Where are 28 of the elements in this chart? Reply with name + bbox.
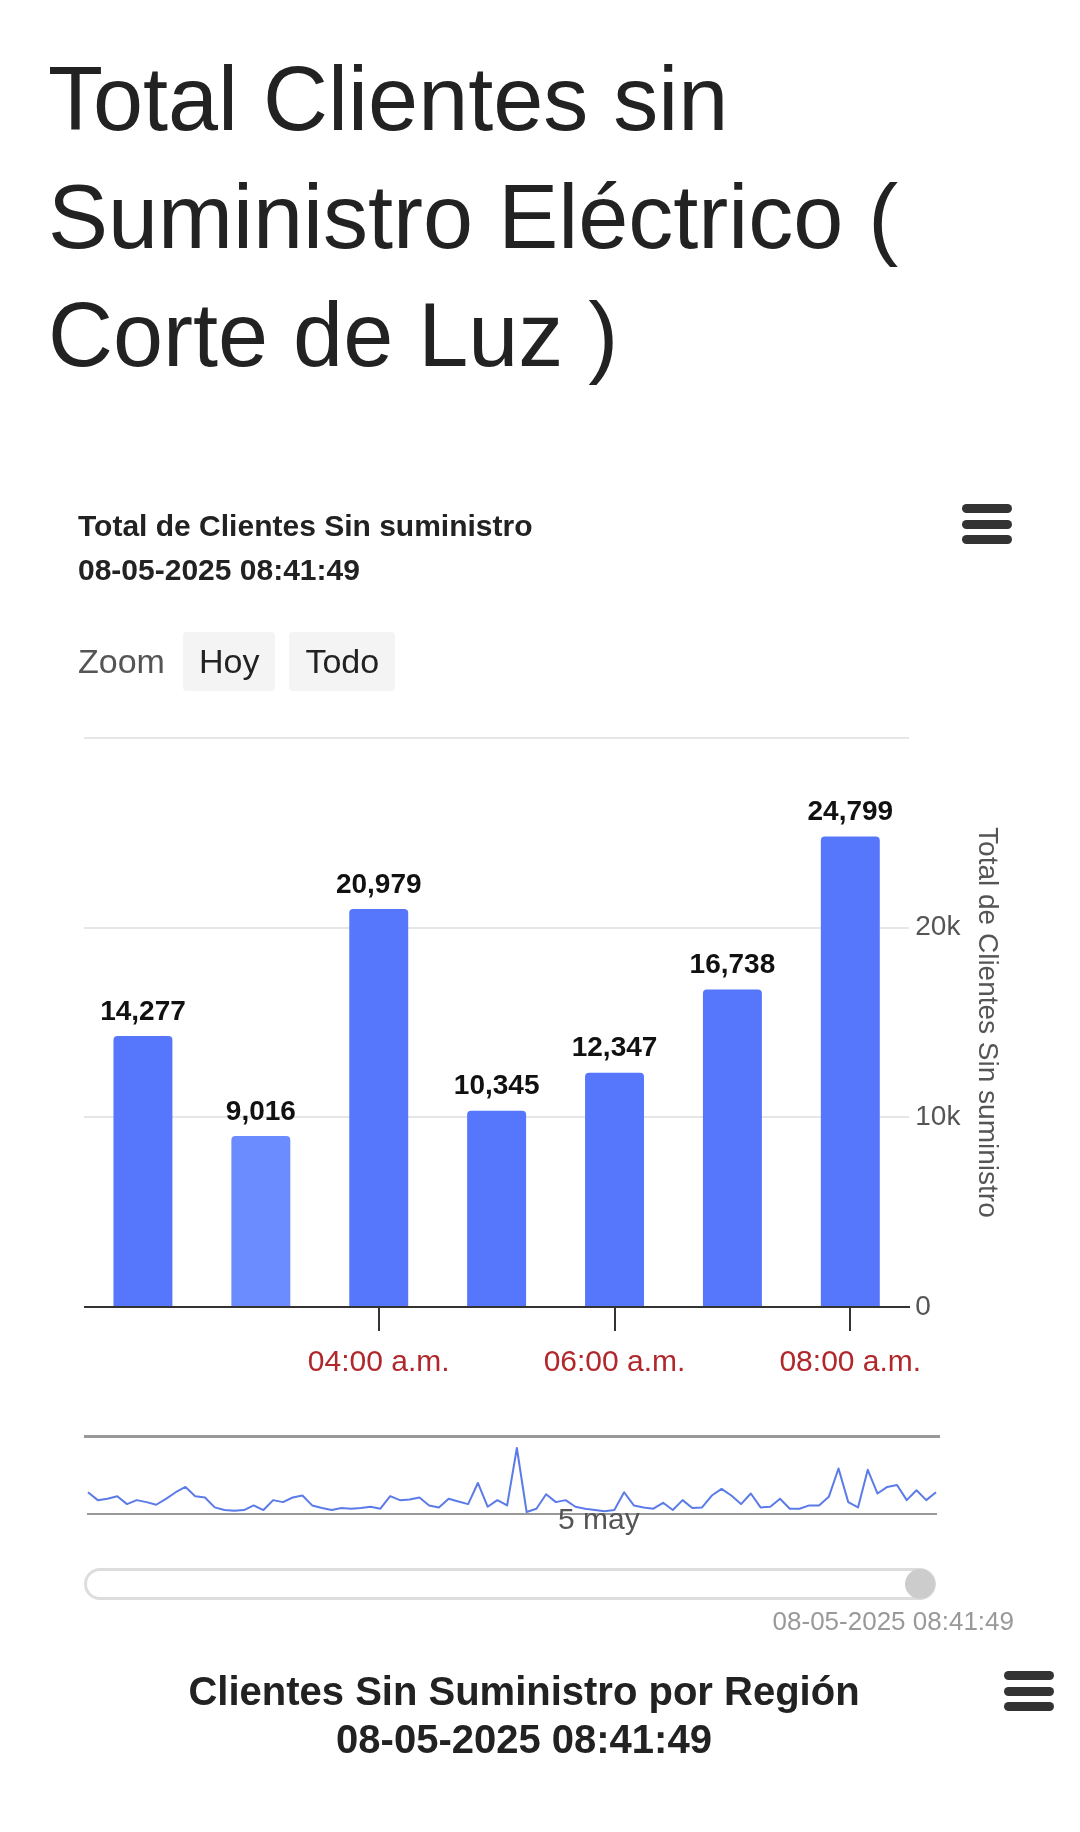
text: Zoom (78, 642, 165, 681)
data-label: 10,345 (453, 1069, 540, 1101)
text: Hoy (182, 632, 276, 691)
data-label: 16,738 (689, 948, 776, 980)
bar (113, 1036, 173, 1306)
y-tick-label: 10k (915, 1099, 962, 1131)
y-tick-label: 20k (915, 910, 962, 942)
chart-subtitle: Total de Clientes Sin suministro 08-05-2025 08:41:49 (78, 508, 534, 588)
text: Clientes Sin Suministro por Región 08-05-2025 08:41:49 (187, 1668, 861, 1763)
data-label: 12,347 (571, 1031, 658, 1063)
bar (702, 989, 762, 1306)
x-tick-label: 08:00 a.m. (779, 1344, 922, 1378)
bar (585, 1072, 644, 1306)
text: 08-05-2025 08:41:49 (771, 1606, 1014, 1637)
y-tick-label: 0 (915, 1289, 931, 1321)
bar (231, 1135, 291, 1306)
data-label: 24,799 (807, 795, 894, 827)
bar (349, 908, 409, 1306)
data-label: 9,016 (225, 1094, 296, 1126)
x-tick-label: 04:00 a.m. (307, 1344, 450, 1378)
chart-title: Total Clientes sin Suministro Eléctrico ( Corte de Luz ) (48, 48, 900, 387)
data-label: 14,277 (100, 994, 186, 1026)
bar (467, 1110, 527, 1306)
data-label: 20,979 (335, 867, 422, 899)
x-tick-label: 06:00 a.m. (543, 1344, 686, 1378)
text: Todo (289, 632, 396, 691)
bar (820, 836, 880, 1306)
y-axis-title: Total de Clientes Sin suministro (973, 827, 1005, 1218)
